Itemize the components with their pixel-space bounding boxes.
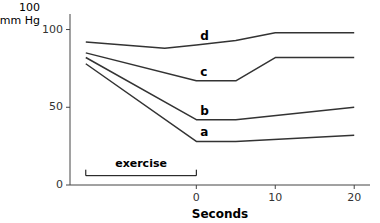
bracket-end bbox=[196, 170, 197, 176]
x-axis-label: Seconds bbox=[192, 207, 248, 221]
y-tick-label: 0 bbox=[56, 178, 63, 191]
chart: 0 50 100 0 10 20 Seconds 100mm Hg ab c d exercise bbox=[0, 0, 380, 223]
x-axis-line bbox=[70, 185, 370, 186]
series-line bbox=[86, 53, 354, 81]
y-tick bbox=[66, 185, 70, 186]
y-axis-label: mm Hg bbox=[0, 14, 40, 27]
x-tick-label: 20 bbox=[347, 191, 361, 204]
series-label: c bbox=[200, 65, 207, 79]
y-tick-label: 50 bbox=[49, 100, 63, 113]
y-tick bbox=[66, 29, 70, 30]
y-axis-line bbox=[70, 14, 71, 185]
x-tick bbox=[275, 185, 276, 189]
x-tick-label: 10 bbox=[268, 191, 282, 204]
series-line bbox=[86, 33, 354, 49]
x-tick bbox=[196, 185, 197, 189]
series-line bbox=[86, 58, 354, 120]
y-axis-label: 100 bbox=[19, 1, 40, 14]
x-tick-label: 0 bbox=[193, 191, 200, 204]
bracket-label: exercise bbox=[115, 157, 167, 170]
y-tick-label: 100 bbox=[42, 23, 63, 36]
y-tick bbox=[66, 107, 70, 108]
series-label: d bbox=[200, 29, 209, 43]
bracket-end bbox=[85, 170, 86, 176]
series-label: a bbox=[200, 125, 208, 139]
plot-area bbox=[86, 33, 354, 142]
bracket-line bbox=[86, 175, 197, 176]
series-label: b bbox=[200, 104, 209, 118]
series-line bbox=[86, 64, 354, 142]
x-tick bbox=[354, 185, 355, 189]
